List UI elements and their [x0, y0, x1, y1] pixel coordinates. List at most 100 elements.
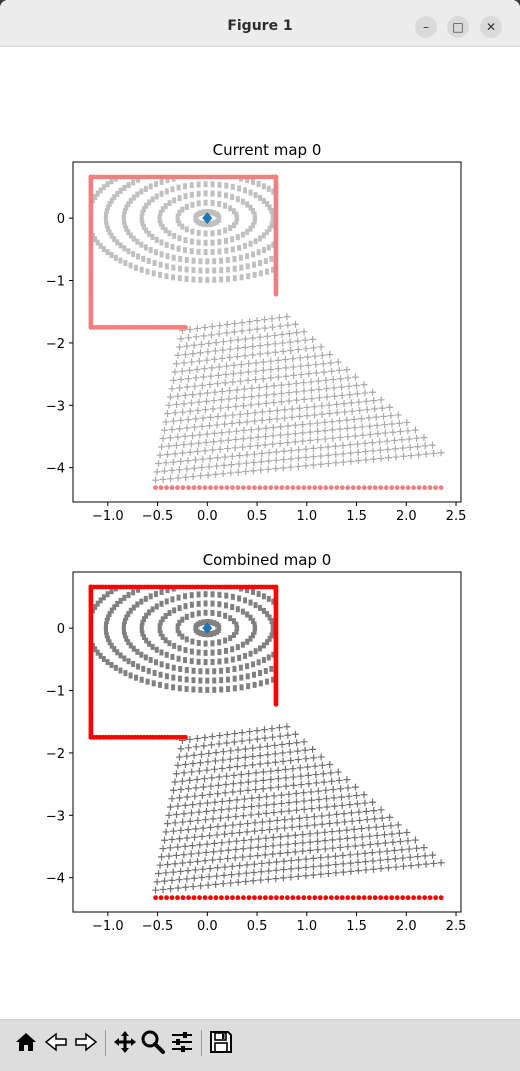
- ring-point: [271, 241, 276, 248]
- fan-point: [339, 442, 347, 450]
- ring-point: [248, 650, 253, 657]
- fan-point: [257, 458, 265, 466]
- fan-point: [201, 406, 209, 414]
- fan-point: [358, 423, 366, 431]
- ring-point: [109, 662, 114, 669]
- ring-point: [248, 635, 253, 642]
- fan-point: [312, 779, 320, 787]
- minimize-button[interactable]: –: [415, 16, 437, 38]
- fan-point: [165, 442, 173, 450]
- boundary-point: [208, 895, 213, 901]
- fan-point: [210, 839, 218, 847]
- fan-point: [300, 805, 308, 813]
- fan-point: [258, 408, 266, 416]
- subplots-button[interactable]: [168, 1028, 196, 1056]
- fan-point: [291, 730, 299, 738]
- home-button[interactable]: [12, 1028, 40, 1056]
- fan-point: [201, 447, 209, 455]
- fan-point: [269, 432, 277, 440]
- fan-point: [300, 379, 308, 387]
- ring-point: [230, 604, 235, 611]
- fan-point: [231, 730, 239, 738]
- fan-point: [177, 867, 185, 875]
- fan-point: [356, 406, 364, 414]
- fan-point: [318, 820, 326, 828]
- boundary-point: [317, 895, 323, 901]
- boundary-point: [367, 485, 373, 491]
- save-button[interactable]: [207, 1028, 235, 1056]
- ring-point: [217, 239, 222, 246]
- ring-point: [135, 238, 140, 245]
- ring-point: [158, 619, 163, 626]
- fan-point: [196, 431, 204, 439]
- fan-point: [267, 374, 275, 382]
- ring-point: [224, 592, 229, 599]
- ring-point: [266, 244, 271, 251]
- forward-button[interactable]: [72, 1028, 100, 1056]
- ring-point: [240, 198, 245, 205]
- ring-point: [164, 673, 169, 680]
- fan-point: [430, 859, 438, 867]
- pan-button[interactable]: [111, 1028, 139, 1056]
- fan-point: [395, 829, 403, 837]
- fan-point: [297, 772, 305, 780]
- fan-point: [299, 839, 307, 847]
- fan-point: [255, 425, 263, 433]
- fan-point: [415, 451, 423, 459]
- fan-point: [358, 415, 366, 423]
- ring-point: [240, 641, 245, 648]
- fan-point: [200, 742, 208, 750]
- ring-point: [189, 248, 194, 255]
- fan-point: [267, 784, 275, 792]
- zoom-button[interactable]: [139, 1028, 167, 1056]
- fan-point: [269, 733, 277, 741]
- fan-point: [290, 371, 298, 379]
- fan-point: [216, 445, 224, 453]
- fan-point: [244, 410, 252, 418]
- ring-point: [253, 192, 258, 199]
- fan-point: [166, 803, 174, 811]
- fan-point: [305, 370, 313, 378]
- maximize-button[interactable]: □: [447, 16, 469, 38]
- ring-point: [230, 236, 235, 243]
- ring-point: [243, 187, 248, 194]
- ring-point: [171, 674, 176, 681]
- boundary-point: [416, 485, 422, 491]
- back-button[interactable]: [42, 1028, 70, 1056]
- fan-point: [186, 858, 194, 866]
- fan-point: [221, 420, 229, 428]
- fan-point: [203, 397, 211, 405]
- fan-point: [175, 753, 183, 761]
- ring-point: [238, 254, 243, 261]
- fan-point: [328, 367, 336, 375]
- fan-point: [165, 401, 173, 409]
- fan-point: [381, 831, 389, 839]
- fan-point: [396, 428, 404, 436]
- current-map-plot[interactable]: Current map 0−1.0 −0.5 0.0 0.5 1.0 1.5 2.0 2.50…: [0, 137, 520, 527]
- ring-point: [104, 218, 109, 225]
- boundary-point: [180, 485, 186, 491]
- close-button[interactable]: ✕: [480, 16, 502, 38]
- fan-point: [225, 805, 233, 813]
- ring-point: [122, 618, 127, 625]
- ring-point: [172, 642, 177, 649]
- fan-point: [203, 840, 211, 848]
- toolbar-separator: [201, 1030, 202, 1056]
- ring-point: [167, 230, 172, 237]
- fan-point: [319, 770, 327, 778]
- figure-canvas[interactable]: Current map 0 −1.0 −0.5 0.0 0.5 1.0 1.5 2.0 2.5 0…: [0, 47, 520, 1018]
- ring-point: [101, 246, 106, 253]
- x-tick-label: −0.5: [142, 509, 174, 524]
- fan-point: [195, 849, 203, 857]
- fan-point: [192, 374, 200, 382]
- combined-map-plot[interactable]: Combined map 0−1.0 −0.5 0.0 0.5 1.0 1.5 2.0 2.5…: [0, 547, 520, 937]
- title-bar[interactable]: Figure 1 – □ ✕: [0, 0, 520, 47]
- fan-point: [276, 439, 284, 447]
- boundary-point: [158, 485, 164, 491]
- fan-point: [368, 439, 376, 447]
- fan-point: [236, 377, 244, 385]
- ring-point: [238, 664, 243, 671]
- fan-point: [169, 868, 177, 876]
- fan-point: [254, 843, 262, 851]
- fan-point: [191, 423, 199, 431]
